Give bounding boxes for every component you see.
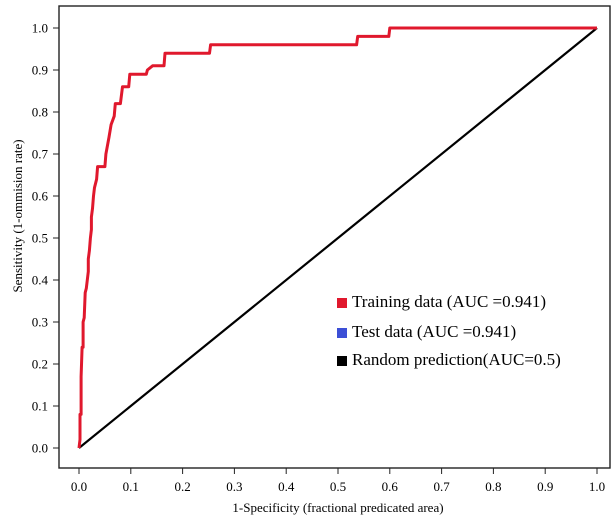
x-tick-label: 0.8 xyxy=(485,479,501,494)
y-tick-label: 0.3 xyxy=(32,315,48,330)
x-tick-label: 0.9 xyxy=(537,479,553,494)
x-tick-label: 1.0 xyxy=(589,479,605,494)
legend-label-random: Random prediction(AUC=0.5) xyxy=(352,350,561,369)
x-tick-label: 0.3 xyxy=(226,479,242,494)
y-tick-label: 0.7 xyxy=(32,147,49,162)
y-tick-label: 0.9 xyxy=(32,63,48,78)
y-tick-label: 0.2 xyxy=(32,357,48,372)
y-tick-label: 0.8 xyxy=(32,105,48,120)
legend-key-training xyxy=(337,298,347,308)
y-tick-label: 0.1 xyxy=(32,399,48,414)
y-tick-label: 0.6 xyxy=(32,189,49,204)
x-tick-label: 0.5 xyxy=(330,479,346,494)
training-roc-line xyxy=(77,26,597,449)
y-tick-label: 1.0 xyxy=(32,21,48,36)
legend: Training data (AUC =0.941) Test data (AUC… xyxy=(337,292,561,369)
x-tick-label: 0.0 xyxy=(71,479,87,494)
x-tick-label: 0.1 xyxy=(123,479,139,494)
legend-label-test: Test data (AUC =0.941) xyxy=(352,322,516,341)
series-layer xyxy=(77,26,598,449)
x-tick-label: 0.7 xyxy=(433,479,450,494)
x-tick-label: 0.6 xyxy=(382,479,399,494)
x-tick-label: 0.2 xyxy=(174,479,190,494)
ticks-layer: 0.0 0.1 0.2 0.3 0.4 0.5 0.6 0.7 0.8 0.9 1.0 0.0 0.1 0… xyxy=(32,21,605,495)
legend-key-random xyxy=(337,356,347,366)
legend-key-test xyxy=(337,328,347,338)
random-prediction-line xyxy=(78,27,598,449)
x-tick-label: 0.4 xyxy=(278,479,295,494)
x-axis-title: 1-Specificity (fractional predicated are… xyxy=(232,500,443,515)
y-tick-label: 0.4 xyxy=(32,273,49,288)
y-axis-title: Sensitivity (1-ommision rate) xyxy=(10,139,25,292)
y-tick-label: 0.0 xyxy=(32,441,48,456)
y-tick-label: 0.5 xyxy=(32,231,48,246)
legend-label-training: Training data (AUC =0.941) xyxy=(352,292,546,311)
